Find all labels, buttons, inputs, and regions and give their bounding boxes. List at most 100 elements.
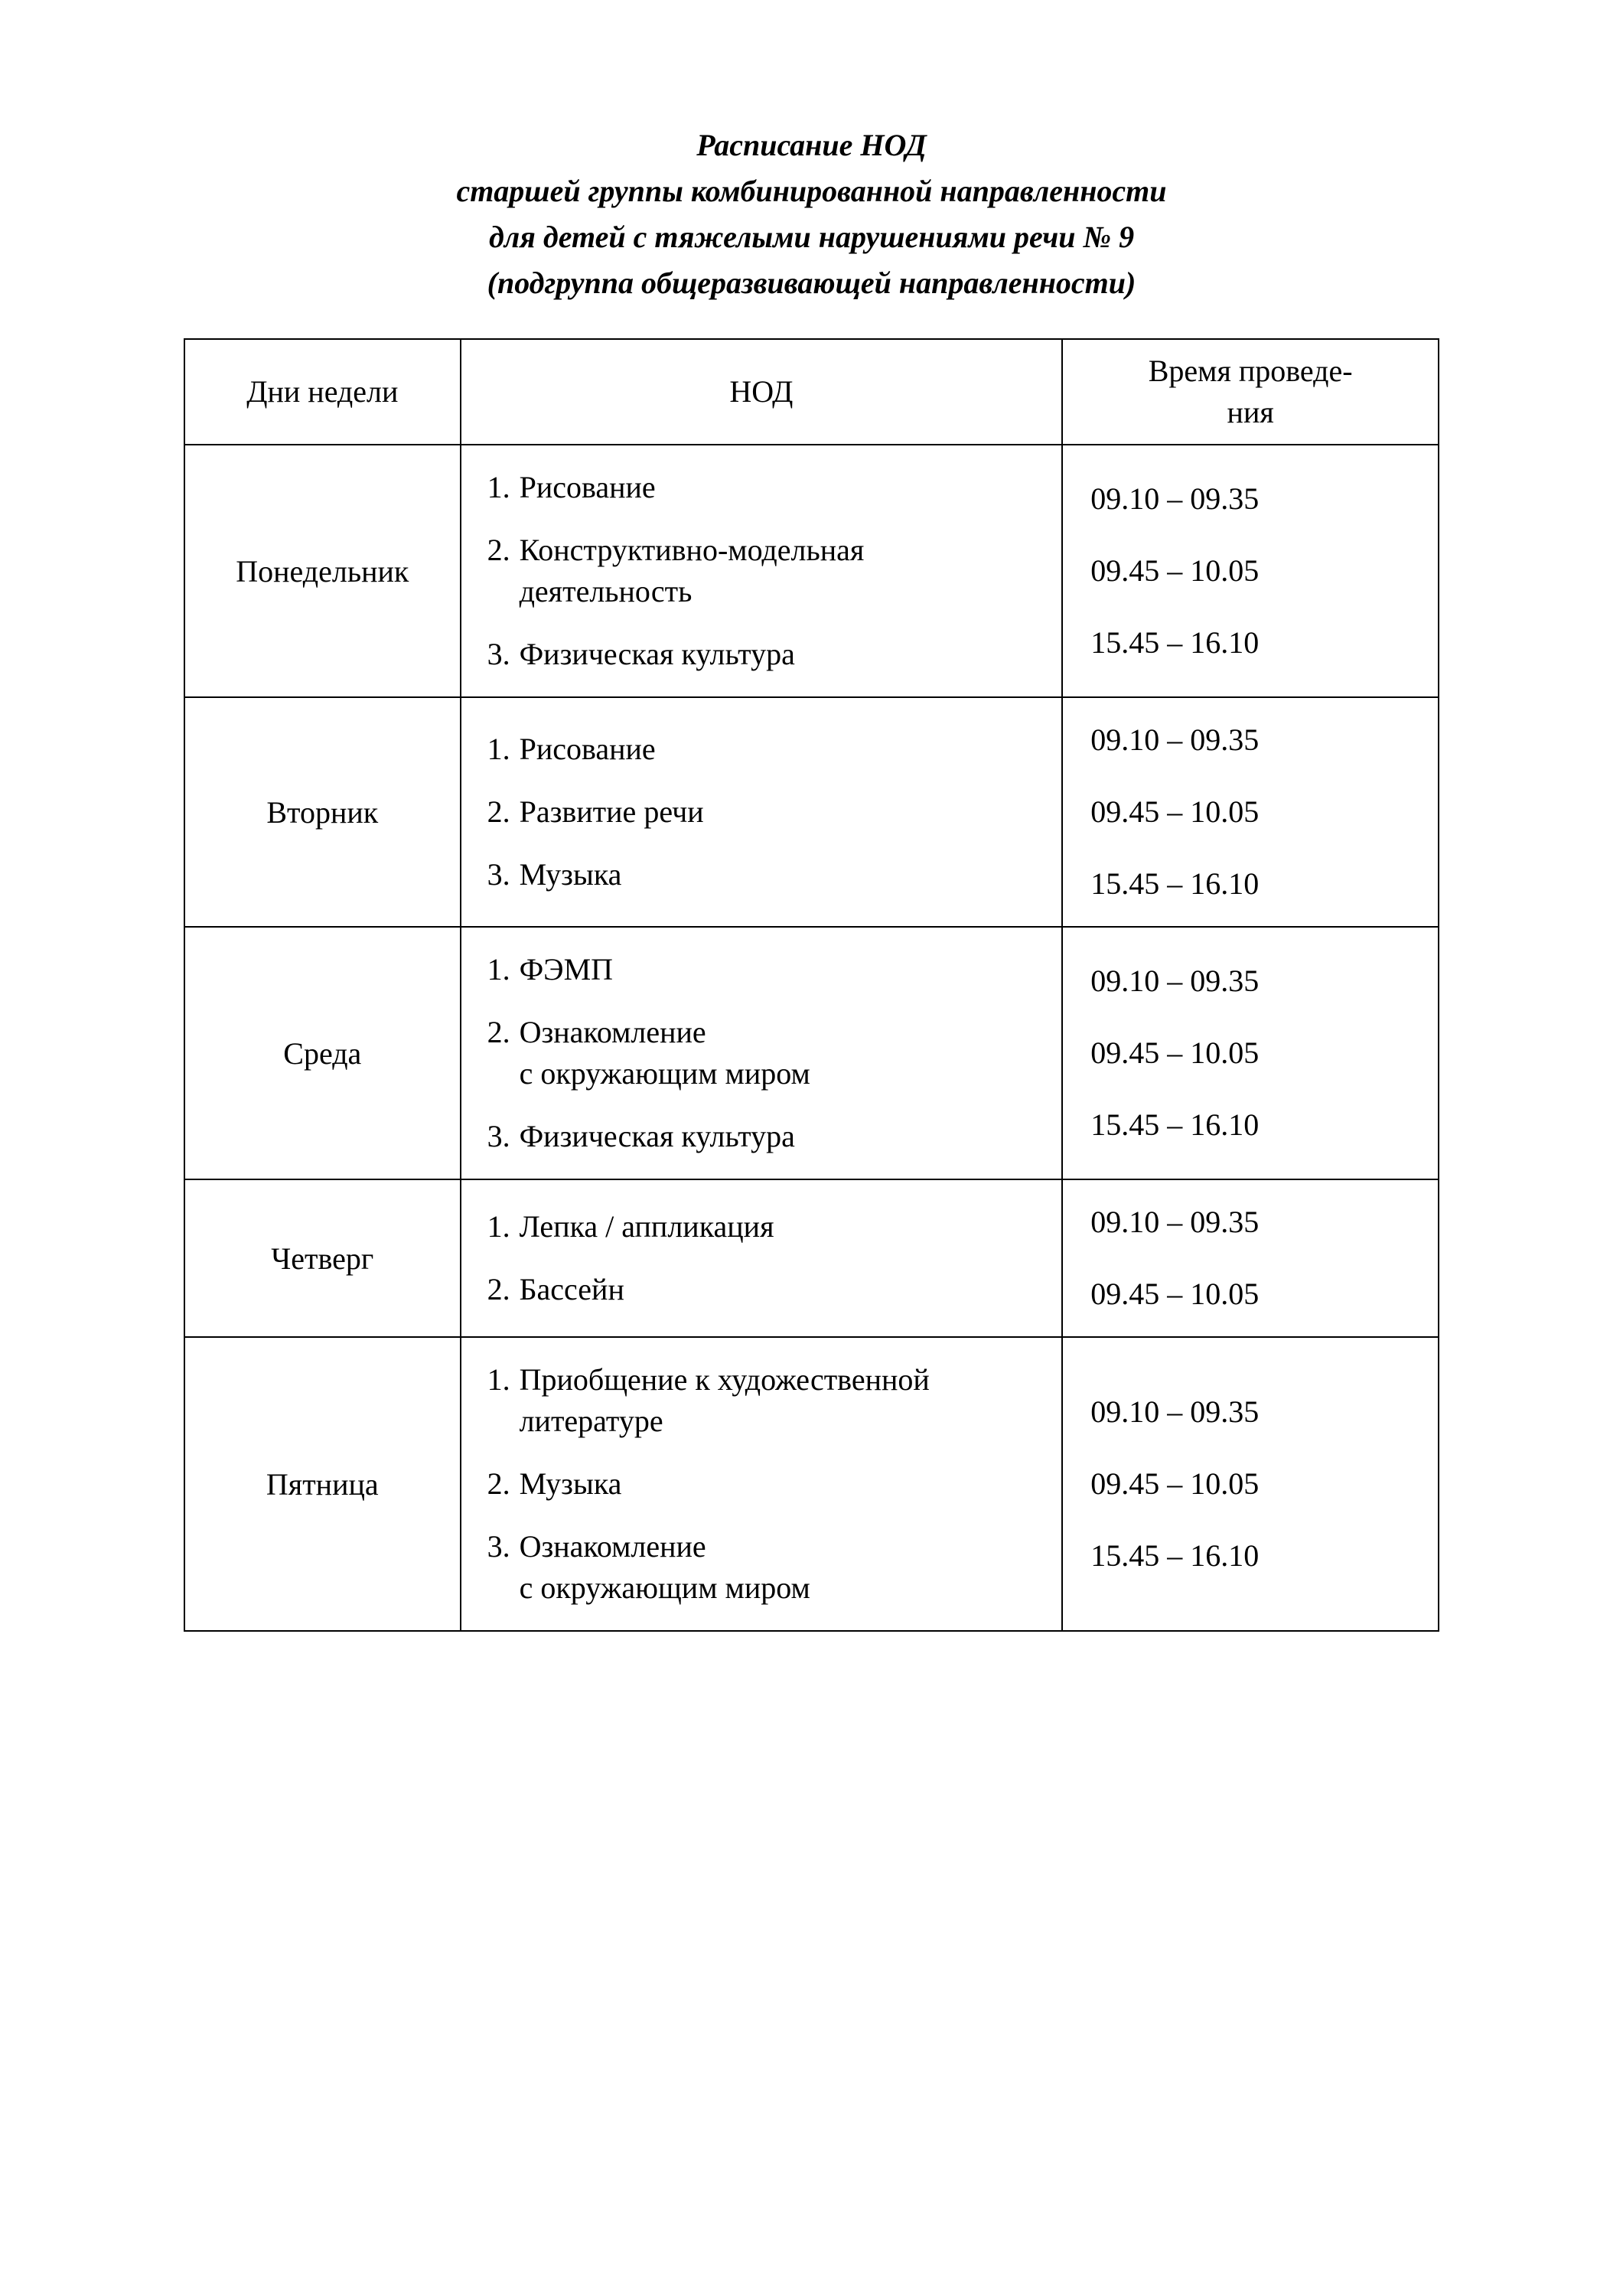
activity-number: 2.	[475, 1269, 510, 1310]
activity-item: 2. Бассейн	[475, 1269, 1048, 1310]
activity-item: 1. Рисование	[475, 729, 1048, 770]
activity-item: 3. Физическая культура	[475, 1116, 1048, 1157]
activity-item: 1. ФЭМП	[475, 949, 1048, 990]
activity-number: 1.	[475, 1206, 510, 1247]
time-cell: 09.10 – 09.35 09.45 – 10.05 15.45 – 16.1…	[1062, 927, 1439, 1179]
time-list: 09.10 – 09.35 09.45 – 10.05	[1090, 1202, 1430, 1315]
time-list: 09.10 – 09.35 09.45 – 10.05 15.45 – 16.1…	[1090, 719, 1430, 905]
table-row: Среда 1. ФЭМП 2. Ознакомление с окружающ…	[184, 927, 1439, 1179]
schedule-body: Понедельник 1. Рисование 2. Конструктивн…	[184, 445, 1439, 1631]
nod-cell: 1. Лепка / аппликация 2. Бассейн	[461, 1179, 1063, 1337]
table-row: Вторник 1. Рисование 2. Развитие речи 3.	[184, 697, 1439, 927]
activity-text: Лепка / аппликация	[520, 1209, 774, 1244]
time-item: 15.45 – 16.10	[1090, 1535, 1430, 1577]
activity-item: 2. Ознакомление с окружающим миром	[475, 1012, 1048, 1094]
activity-item: 3. Физическая культура	[475, 634, 1048, 675]
activity-number: 3.	[475, 854, 510, 895]
activity-text: Конструктивно-модельная	[520, 533, 865, 567]
time-list: 09.10 – 09.35 09.45 – 10.05 15.45 – 16.1…	[1090, 478, 1430, 664]
time-cell: 09.10 – 09.35 09.45 – 10.05	[1062, 1179, 1439, 1337]
activity-text: Музыка	[520, 1466, 622, 1501]
activity-text: ФЭМП	[520, 952, 613, 987]
nod-cell: 1. Рисование 2. Конструктивно-модельная …	[461, 445, 1063, 697]
day-cell: Среда	[184, 927, 461, 1179]
day-cell: Четверг	[184, 1179, 461, 1337]
activity-list: 1. Рисование 2. Конструктивно-модельная …	[475, 467, 1048, 675]
activity-text: Рисование	[520, 470, 656, 504]
time-item: 09.45 – 10.05	[1090, 1463, 1430, 1505]
activity-number: 3.	[475, 1526, 510, 1567]
col-header-day: Дни недели	[184, 339, 461, 445]
time-item: 15.45 – 16.10	[1090, 622, 1430, 664]
time-item: 09.45 – 10.05	[1090, 1274, 1430, 1315]
activity-item: 3. Ознакомление с окружающим миром	[475, 1526, 1048, 1609]
time-item: 09.45 – 10.05	[1090, 791, 1430, 833]
activity-list: 1. Приобщение к художественной литератур…	[475, 1359, 1048, 1609]
title-block: Расписание НОД старшей группы комбиниров…	[184, 122, 1439, 306]
title-line-4: (подгруппа общеразвивающей направленност…	[184, 260, 1439, 306]
activity-text: Развитие речи	[520, 794, 704, 829]
title-line-1: Расписание НОД	[184, 122, 1439, 168]
activity-text: Рисование	[520, 732, 656, 766]
activity-number: 1.	[475, 729, 510, 770]
activity-text: Ознакомление	[520, 1529, 706, 1564]
activity-number: 1.	[475, 949, 510, 990]
activity-subtext: с окружающим миром	[520, 1053, 1048, 1094]
activity-number: 2.	[475, 1463, 510, 1505]
col-header-time-l1: Время проведе-	[1149, 354, 1353, 388]
activity-item: 2. Конструктивно-модельная деятельность	[475, 530, 1048, 612]
activity-text: Приобщение к художественной	[520, 1362, 930, 1397]
activity-number: 2.	[475, 530, 510, 571]
table-row: Понедельник 1. Рисование 2. Конструктивн…	[184, 445, 1439, 697]
activity-number: 2.	[475, 1012, 510, 1053]
time-item: 09.10 – 09.35	[1090, 960, 1430, 1002]
time-item: 09.45 – 10.05	[1090, 550, 1430, 592]
activity-list: 1. ФЭМП 2. Ознакомление с окружающим мир…	[475, 949, 1048, 1157]
col-header-time-l2: ния	[1227, 395, 1274, 429]
col-header-nod: НОД	[461, 339, 1063, 445]
activity-list: 1. Лепка / аппликация 2. Бассейн	[475, 1206, 1048, 1310]
day-cell: Понедельник	[184, 445, 461, 697]
time-item: 09.10 – 09.35	[1090, 719, 1430, 761]
title-line-2: старшей группы комбинированной направлен…	[184, 168, 1439, 214]
time-list: 09.10 – 09.35 09.45 – 10.05 15.45 – 16.1…	[1090, 1391, 1430, 1577]
activity-item: 1. Приобщение к художественной литератур…	[475, 1359, 1048, 1442]
activity-number: 3.	[475, 1116, 510, 1157]
activity-item: 2. Музыка	[475, 1463, 1048, 1505]
activity-item: 1. Лепка / аппликация	[475, 1206, 1048, 1247]
title-line-3: для детей с тяжелыми нарушениями речи № …	[184, 214, 1439, 260]
activity-item: 3. Музыка	[475, 854, 1048, 895]
activity-list: 1. Рисование 2. Развитие речи 3. Музыка	[475, 729, 1048, 895]
activity-subtext: деятельность	[520, 571, 1048, 612]
header-row: Дни недели НОД Время проведе- ния	[184, 339, 1439, 445]
schedule-table: Дни недели НОД Время проведе- ния Понеде…	[184, 338, 1439, 1632]
activity-text: Ознакомление	[520, 1015, 706, 1049]
time-item: 09.45 – 10.05	[1090, 1032, 1430, 1074]
nod-cell: 1. ФЭМП 2. Ознакомление с окружающим мир…	[461, 927, 1063, 1179]
time-cell: 09.10 – 09.35 09.45 – 10.05 15.45 – 16.1…	[1062, 697, 1439, 927]
activity-number: 1.	[475, 1359, 510, 1401]
day-cell: Вторник	[184, 697, 461, 927]
time-item: 09.10 – 09.35	[1090, 478, 1430, 520]
page: Расписание НОД старшей группы комбиниров…	[0, 0, 1623, 1632]
activity-text: Физическая культура	[520, 637, 795, 671]
time-item: 15.45 – 16.10	[1090, 1104, 1430, 1146]
nod-cell: 1. Рисование 2. Развитие речи 3. Музыка	[461, 697, 1063, 927]
nod-cell: 1. Приобщение к художественной литератур…	[461, 1337, 1063, 1631]
time-cell: 09.10 – 09.35 09.45 – 10.05 15.45 – 16.1…	[1062, 445, 1439, 697]
activity-number: 3.	[475, 634, 510, 675]
activity-text: Бассейн	[520, 1272, 624, 1306]
time-cell: 09.10 – 09.35 09.45 – 10.05 15.45 – 16.1…	[1062, 1337, 1439, 1631]
activity-item: 2. Развитие речи	[475, 791, 1048, 833]
activity-number: 2.	[475, 791, 510, 833]
activity-text: Физическая культура	[520, 1119, 795, 1153]
activity-number: 1.	[475, 467, 510, 508]
table-row: Четверг 1. Лепка / аппликация 2. Бассейн	[184, 1179, 1439, 1337]
day-cell: Пятница	[184, 1337, 461, 1631]
time-item: 09.10 – 09.35	[1090, 1391, 1430, 1433]
time-item: 09.10 – 09.35	[1090, 1202, 1430, 1243]
col-header-time: Время проведе- ния	[1062, 339, 1439, 445]
time-item: 15.45 – 16.10	[1090, 863, 1430, 905]
table-row: Пятница 1. Приобщение к художественной л…	[184, 1337, 1439, 1631]
activity-text: Музыка	[520, 857, 622, 892]
